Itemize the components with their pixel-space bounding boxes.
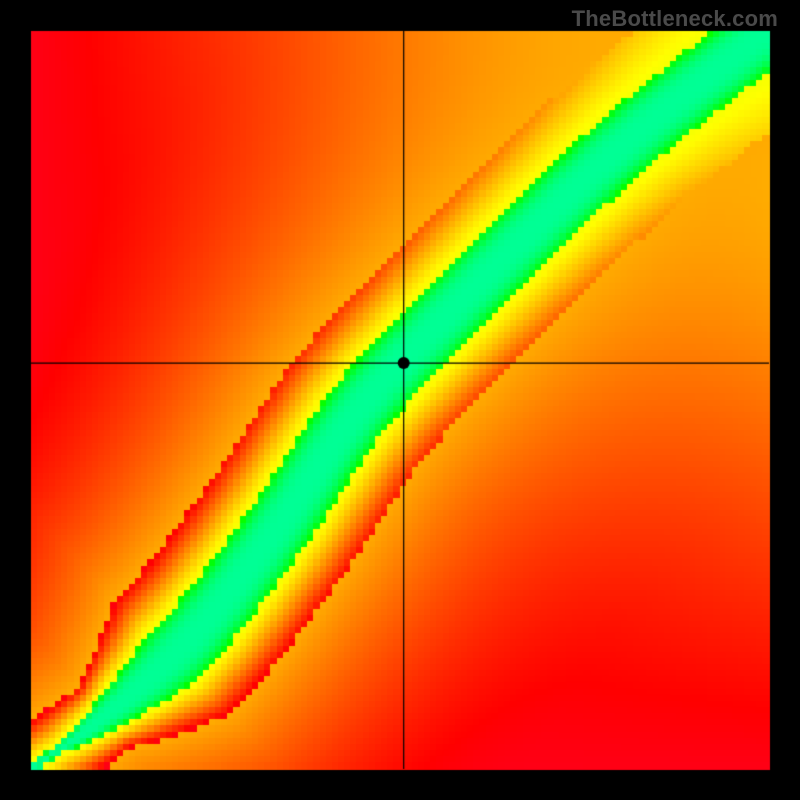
bottleneck-heatmap (0, 0, 800, 800)
watermark-text: TheBottleneck.com (572, 6, 778, 32)
